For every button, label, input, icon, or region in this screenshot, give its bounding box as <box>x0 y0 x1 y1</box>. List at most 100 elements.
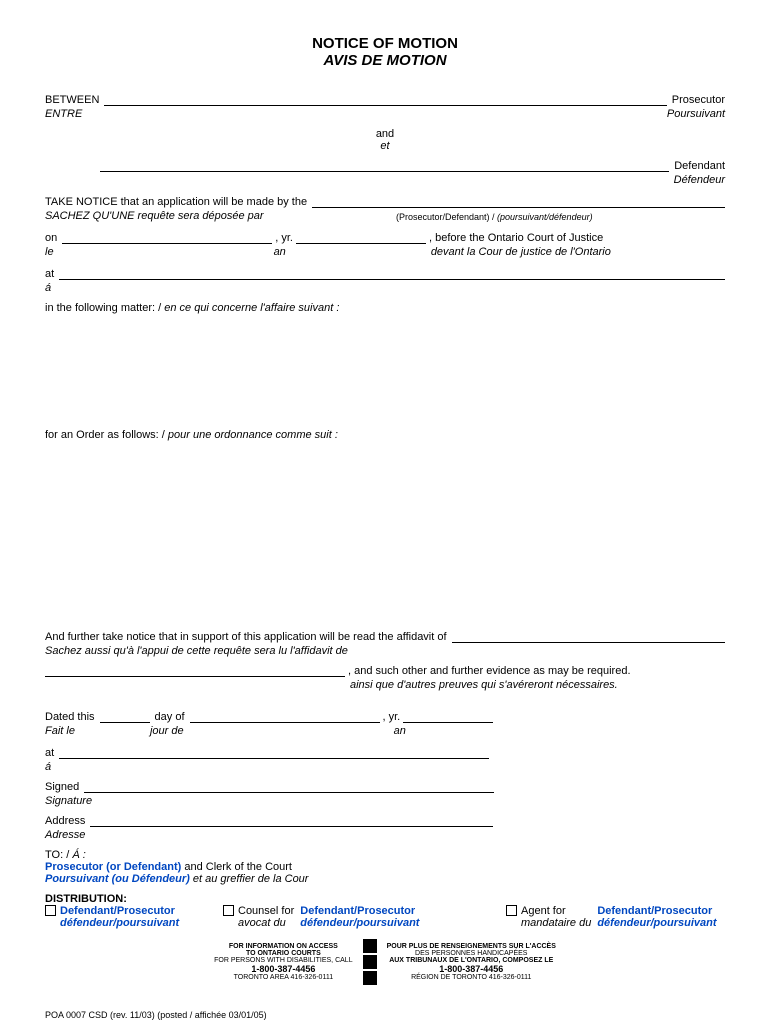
dated-fr: Fait le <box>45 725 75 737</box>
agent-en: Agent for <box>521 905 591 917</box>
yr-fr: an <box>274 246 286 258</box>
fl3: FOR PERSONS WITH DISABILITIES, CALL <box>214 957 352 964</box>
dated-row-fr: Fait le jour de an <box>45 725 725 737</box>
evidence-fr-row: ainsi que d'autres preuves qui s'avérero… <box>45 679 725 691</box>
distribution-row: Defendant/Prosecutor défendeur/poursuiva… <box>45 905 725 929</box>
at-en: at <box>45 268 54 280</box>
before-fr: devant la Cour de justice de l'Ontario <box>431 246 611 258</box>
form-title: NOTICE OF MOTION AVIS DE MOTION <box>45 35 725 69</box>
matter-line: in the following matter: / en ce qui con… <box>45 302 725 314</box>
dated-year-field[interactable] <box>403 711 493 723</box>
yr2-fr: an <box>394 725 406 737</box>
dist2-en: Defendant/Prosecutor <box>300 905 419 917</box>
agent-fr: mandataire du <box>521 917 591 929</box>
fl4: 1-800-387-4456 <box>214 964 352 974</box>
accessibility-icons <box>363 939 377 985</box>
evidence-field[interactable] <box>45 665 345 677</box>
on-year-field[interactable] <box>296 232 426 244</box>
pros-def-fr: (poursuivant/défendeur) <box>497 212 593 222</box>
address-en: Address <box>45 815 85 827</box>
pros-or-def-line-fr: Poursuivant (ou Défendeur) et au greffie… <box>45 873 725 885</box>
dist1-en: Defendant/Prosecutor <box>60 905 179 917</box>
between-field[interactable] <box>104 94 666 106</box>
dist3-fr: défendeur/poursuivant <box>597 917 716 929</box>
defendant-row-fr: Défendeur <box>45 174 725 186</box>
at2-fr: á <box>45 761 725 773</box>
matter-fr: en ce qui concerne l'affaire suivant : <box>164 302 339 314</box>
evidence-row: , and such other and further evidence as… <box>45 665 725 677</box>
dated-day-field[interactable] <box>100 711 150 723</box>
prosecutor-fr: Poursuivant <box>667 108 725 120</box>
fl5: TORONTO AREA 416-326-0111 <box>214 974 352 981</box>
fr4: 1-800-387-4456 <box>387 964 556 974</box>
applicant-field[interactable] <box>312 196 725 208</box>
matter-en: in the following matter: / <box>45 302 164 314</box>
fl2: TO ONTARIO COURTS <box>214 950 352 957</box>
before-en: , before the Ontario Court of Justice <box>429 232 603 244</box>
and-block: and et <box>45 128 725 152</box>
yr2-en: , yr. <box>383 711 401 723</box>
yr-en: , yr. <box>275 232 293 244</box>
dated-en: Dated this <box>45 711 95 723</box>
prosecutor-en: Prosecutor <box>672 94 725 106</box>
title-fr: AVIS DE MOTION <box>45 52 725 69</box>
defendant-row: Defendant <box>45 160 725 172</box>
further-fr: Sachez aussi qu'à l'appui de cette requê… <box>45 645 725 657</box>
take-notice-fr: SACHEZ QU'UNE requête sera déposée par <box>45 210 264 222</box>
at-field[interactable] <box>59 268 725 280</box>
tty-icon <box>363 955 377 969</box>
dist1-fr: défendeur/poursuivant <box>60 917 179 929</box>
signed-en: Signed <box>45 781 79 793</box>
dist3-en: Defendant/Prosecutor <box>597 905 716 917</box>
defendant-field[interactable] <box>100 160 669 172</box>
between-en: BETWEEN <box>45 94 99 106</box>
address-row: Address <box>45 815 725 827</box>
take-notice-row: TAKE NOTICE that an application will be … <box>45 196 725 208</box>
dist-checkbox-3[interactable] <box>506 905 517 916</box>
at2-row: at <box>45 747 725 759</box>
dist2-fr: défendeur/poursuivant <box>300 917 419 929</box>
and-fr: et <box>45 140 725 152</box>
footer-info: FOR INFORMATION ON ACCESS TO ONTARIO COU… <box>45 939 725 985</box>
signed-fr: Signature <box>45 795 725 807</box>
between-row: BETWEEN Prosecutor <box>45 94 725 106</box>
wheelchair-icon <box>363 939 377 953</box>
to-line: TO: / Á : <box>45 849 725 861</box>
counsel-fr: avocat du <box>238 917 294 929</box>
fr2: AUX TRIBUNAUX DE L'ONTARIO, COMPOSEZ LE <box>387 957 556 964</box>
pros-or-def-fr-rest: et au greffier de la Cour <box>190 873 309 885</box>
address-field[interactable] <box>90 815 493 827</box>
at-fr: á <box>45 282 725 294</box>
address-fr: Adresse <box>45 829 725 841</box>
on-fr: le <box>45 246 54 258</box>
footer-right: POUR PLUS DE RENSEIGNEMENTS SUR L'ACCÈS … <box>387 943 556 981</box>
pros-or-def-line: Prosecutor (or Defendant) and Clerk of t… <box>45 861 725 873</box>
on-date-field[interactable] <box>62 232 272 244</box>
on-row: on , yr. , before the Ontario Court of J… <box>45 232 725 244</box>
signed-row: Signed <box>45 781 725 793</box>
and-en: and <box>45 128 725 140</box>
dist-checkbox-1[interactable] <box>45 905 56 916</box>
pros-or-def-en: Prosecutor (or Defendant) <box>45 861 181 873</box>
fr3: DES PERSONNES HANDICAPÉES <box>387 950 556 957</box>
signed-field[interactable] <box>84 781 494 793</box>
fl1: FOR INFORMATION ON ACCESS <box>214 943 352 950</box>
distribution-label: DISTRIBUTION: <box>45 893 725 905</box>
dist-checkbox-2[interactable] <box>223 905 234 916</box>
evidence-fr: ainsi que d'autres preuves qui s'avérero… <box>350 679 618 691</box>
on-en: on <box>45 232 57 244</box>
at2-field[interactable] <box>59 747 489 759</box>
dated-month-field[interactable] <box>190 711 380 723</box>
to-en: TO: / <box>45 849 72 861</box>
affidavit-field[interactable] <box>452 631 725 643</box>
on-row-fr: le an devant la Cour de justice de l'Ont… <box>45 246 725 258</box>
form-id: POA 0007 CSD (rev. 11/03) (posted / affi… <box>45 1010 725 1020</box>
further-en: And further take notice that in support … <box>45 631 447 643</box>
defendant-en: Defendant <box>674 160 725 172</box>
take-notice-fr-row: SACHEZ QU'UNE requête sera déposée par (… <box>45 210 725 222</box>
walk-icon <box>363 971 377 985</box>
between-fr: ENTRE <box>45 108 82 120</box>
at-row: at <box>45 268 725 280</box>
pros-or-def-rest: and Clerk of the Court <box>181 861 292 873</box>
evidence-en: , and such other and further evidence as… <box>348 665 631 677</box>
